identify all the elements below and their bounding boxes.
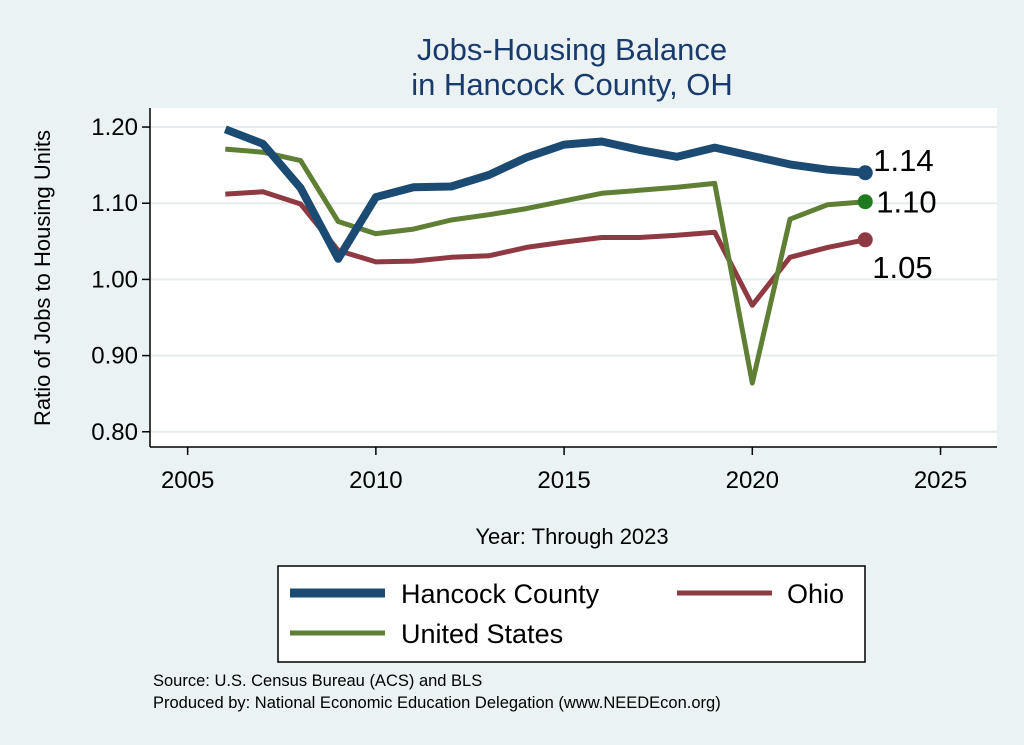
x-ticks: 2005 2010 2015 2020 2025 (161, 447, 967, 494)
y-tick-label-1.20: 1.20 (91, 114, 138, 141)
series-line-hancock-county (223, 125, 866, 263)
endpoint-marker-ohio (857, 232, 873, 248)
producer-note: Produced by: National Economic Education… (153, 694, 721, 712)
legend-box (277, 565, 866, 663)
endpoint-marker-hancock-county (857, 165, 873, 181)
x-tick-label-2025: 2025 (914, 467, 967, 494)
x-tick-label-2020: 2020 (726, 467, 779, 494)
x-tick-label-2005: 2005 (161, 467, 214, 494)
x-tick-label-2010: 2010 (349, 467, 402, 494)
endpoint-markers: 1.14 1.05 1.10 (857, 143, 937, 285)
y-axis-label: Ratio of Jobs to Housing Units (30, 130, 55, 426)
series-layer (223, 125, 866, 386)
endpoint-marker-united-states (857, 194, 873, 210)
source-note: Source: U.S. Census Bureau (ACS) and BLS (153, 672, 482, 690)
x-tick-label-2015: 2015 (537, 467, 590, 494)
y-ticks: 0.80 0.90 1.00 1.10 1.20 (91, 114, 150, 446)
series-line-united-states (225, 146, 866, 386)
chart-title-line2: in Hancock County, OH (411, 67, 733, 102)
chart-title-line1: Jobs-Housing Balance (417, 32, 727, 67)
y-tick-label-0.80: 0.80 (91, 419, 138, 446)
y-tick-label-1.00: 1.00 (91, 266, 138, 293)
plot-area (150, 108, 997, 447)
legend-label-hancock: Hancock County (401, 579, 600, 609)
endpoint-label-united-states: 1.10 (876, 185, 936, 220)
y-tick-label-1.10: 1.10 (91, 190, 138, 217)
x-axis-label: Year: Through 2023 (475, 524, 668, 549)
legend-label-us: United States (401, 619, 563, 649)
y-tick-label-0.90: 0.90 (91, 343, 138, 370)
legend-label-ohio: Ohio (787, 579, 844, 609)
endpoint-label-ohio: 1.05 (872, 250, 932, 285)
endpoint-label-hancock-county: 1.14 (873, 143, 933, 178)
